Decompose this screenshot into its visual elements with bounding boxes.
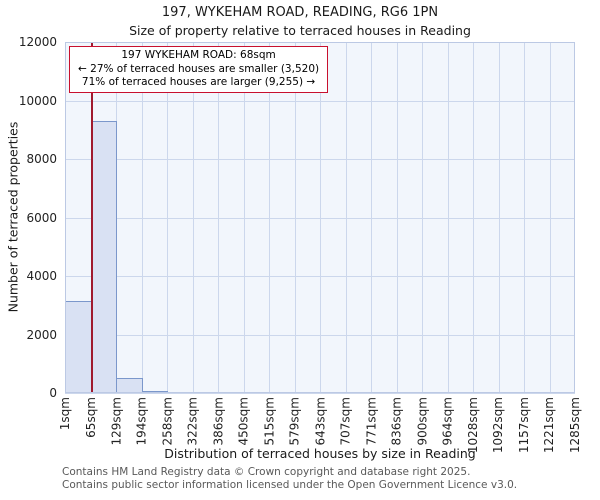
- x-tick-label: 129sqm: [109, 397, 123, 446]
- x-gridline: [167, 42, 168, 393]
- x-gridline: [498, 42, 500, 393]
- x-gridline: [320, 42, 321, 393]
- histogram-bar: [116, 378, 143, 393]
- x-gridline: [243, 42, 245, 393]
- x-gridline: [396, 42, 398, 393]
- y-tick-label: 6000: [26, 210, 57, 225]
- x-tick-label: 643sqm: [313, 397, 327, 446]
- x-gridline: [524, 42, 525, 393]
- x-tick-label: 579sqm: [287, 397, 302, 446]
- annotation-line-3: 71% of terraced houses are larger (9,255…: [81, 76, 316, 89]
- histogram-bar: [90, 120, 117, 393]
- x-tick-label: 450sqm: [236, 397, 251, 446]
- x-gridline: [422, 42, 423, 393]
- histogram-bar: [141, 391, 168, 394]
- x-gridline: [371, 42, 372, 393]
- y-gridline: [65, 393, 575, 394]
- x-gridline: [473, 42, 474, 393]
- y-tick-label: 10000: [18, 93, 57, 108]
- property-marker-line: [90, 42, 93, 393]
- x-gridline: [574, 42, 575, 393]
- plot-area: [65, 42, 575, 394]
- x-tick-label: 258sqm: [160, 397, 174, 446]
- x-tick-label: 707sqm: [338, 397, 353, 446]
- footer: Contains HM Land Registry data © Crown c…: [62, 466, 517, 491]
- annotation-line-1: 197 WYKEHAM ROAD: 68sqm: [121, 49, 276, 61]
- y-tick-label: 8000: [26, 152, 57, 166]
- x-tick-label: 322sqm: [185, 397, 200, 446]
- x-tick-label: 836sqm: [389, 397, 404, 446]
- histogram-bar: [65, 300, 92, 393]
- x-gridline: [549, 42, 551, 393]
- x-gridline: [192, 42, 194, 393]
- x-gridline: [447, 42, 449, 393]
- chart-title: 197, WYKEHAM ROAD, READING, RG6 1PN: [161, 5, 439, 20]
- x-gridline: [294, 42, 296, 393]
- x-tick-label: 1028sqm: [466, 397, 480, 454]
- x-tick-label: 771sqm: [364, 397, 378, 446]
- x-tick-label: 1092sqm: [491, 397, 506, 454]
- x-tick-label: 1sqm: [58, 397, 72, 431]
- x-gridline: [218, 42, 219, 393]
- x-gridline: [269, 42, 270, 393]
- x-tick-label: 1221sqm: [542, 397, 557, 454]
- footer-line-2: Contains public sector information licen…: [62, 478, 518, 491]
- annotation-line-2: ← 27% of terraced houses are smaller (3,…: [78, 62, 320, 75]
- y-tick-label: 12000: [18, 35, 57, 49]
- x-tick-label: 515sqm: [262, 397, 276, 446]
- x-tick-label: 900sqm: [415, 397, 429, 446]
- chart-subtitle: Size of property relative to terraced ho…: [129, 23, 471, 38]
- x-gridline: [345, 42, 347, 393]
- footer-line-1: Contains HM Land Registry data © Crown c…: [62, 466, 471, 478]
- x-tick-label: 1285sqm: [568, 397, 582, 454]
- y-tick-label: 2000: [26, 327, 57, 342]
- annotation-box: 197 WYKEHAM ROAD: 68sqm ← 27% of terrace…: [69, 46, 329, 93]
- x-tick-label: 386sqm: [211, 397, 225, 446]
- x-tick-label: 1157sqm: [517, 397, 531, 454]
- x-gridline: [141, 42, 143, 393]
- y-tick-label: 4000: [26, 269, 57, 283]
- x-tick-label: 65sqm: [83, 397, 98, 438]
- x-axis-label: Distribution of terraced houses by size …: [164, 446, 476, 461]
- y-tick-label: 0: [49, 386, 57, 400]
- x-tick-label: 194sqm: [134, 397, 149, 446]
- x-tick-label: 964sqm: [440, 397, 455, 446]
